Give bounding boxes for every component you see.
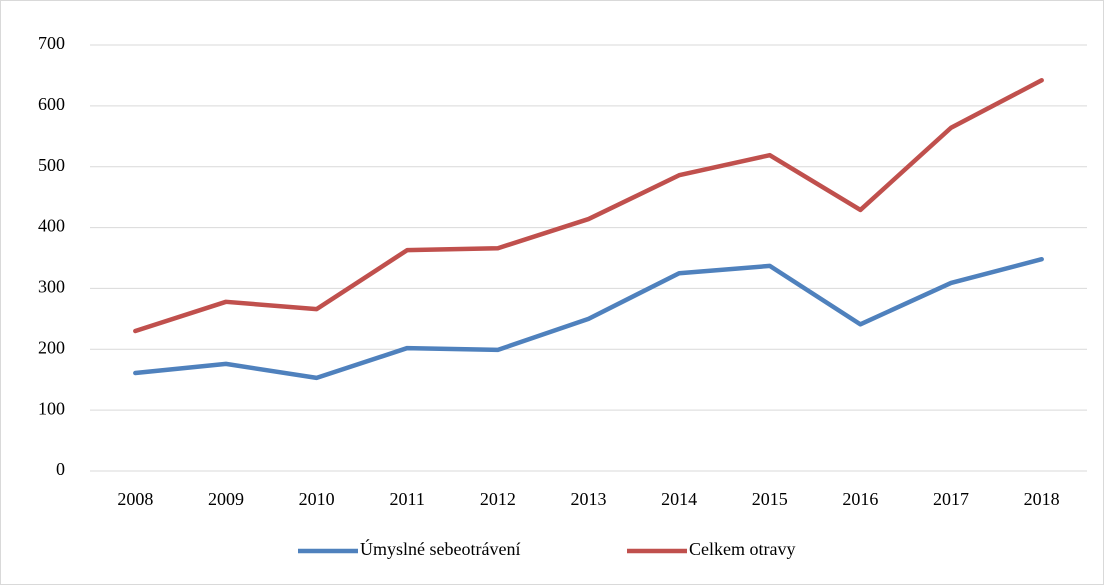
x-tick-label: 2017 — [933, 489, 969, 509]
series-line — [133, 256, 1044, 381]
y-tick-label: 700 — [38, 33, 65, 53]
y-tick-label: 300 — [38, 277, 65, 297]
x-tick-label: 2012 — [480, 489, 516, 509]
x-tick-label: 2015 — [752, 489, 788, 509]
y-tick-label: 0 — [56, 459, 65, 479]
x-tick-label: 2011 — [390, 489, 425, 509]
y-tick-label: 400 — [38, 216, 65, 236]
x-tick-label: 2008 — [117, 489, 153, 509]
x-tick-label: 2014 — [661, 489, 697, 509]
x-tick-label: 2018 — [1024, 489, 1060, 509]
legend-label: Celkem otravy — [689, 539, 795, 559]
y-tick-label: 600 — [38, 94, 65, 114]
y-tick-label: 100 — [38, 398, 65, 418]
x-tick-label: 2010 — [299, 489, 335, 509]
x-tick-label: 2016 — [842, 489, 878, 509]
series-line — [133, 78, 1044, 334]
legend-label: Úmyslné sebeotrávení — [360, 538, 520, 559]
y-tick-label: 200 — [38, 337, 65, 357]
y-tick-label: 500 — [38, 155, 65, 175]
x-tick-label: 2009 — [208, 489, 244, 509]
x-tick-label: 2013 — [571, 489, 607, 509]
